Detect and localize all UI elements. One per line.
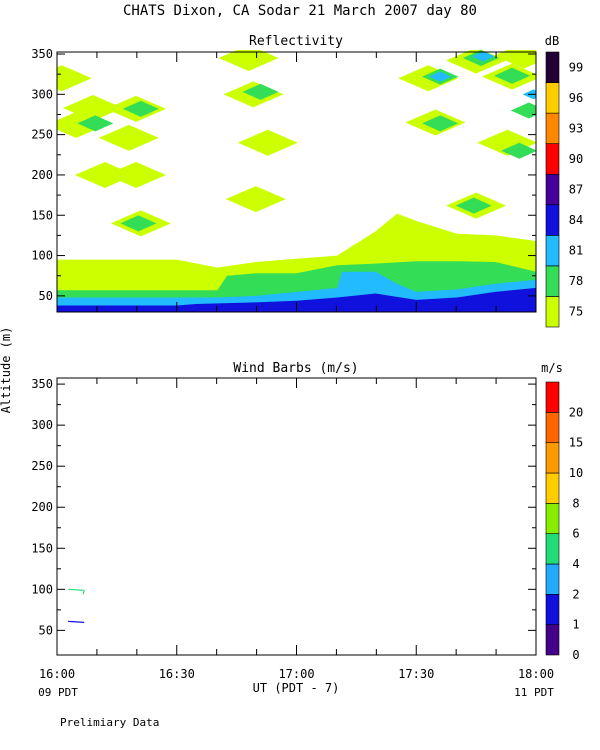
colorbar-label: 90 [569, 152, 583, 166]
y-tick-label: 250 [31, 128, 53, 142]
y-tick-label: 150 [31, 541, 53, 555]
x-local-time-right: 11 PDT [514, 686, 554, 699]
y-tick-label: 250 [31, 459, 53, 473]
reflectivity-cell-75db [494, 50, 536, 69]
footnote: Prelimiary Data [60, 716, 159, 729]
panel-title: Reflectivity [249, 34, 343, 49]
colorbar-swatch [545, 204, 560, 236]
reflectivity-cell-78db [501, 142, 536, 159]
colorbar-label: 78 [569, 274, 583, 288]
page-title: CHATS Dixon, CA Sodar 21 March 2007 day … [123, 3, 477, 19]
y-tick-label: 300 [31, 418, 53, 432]
reflectivity-cell-78db [455, 197, 492, 214]
reflectivity-cell-75db [218, 50, 279, 72]
y-axis-label: Altitude (m) [0, 327, 13, 414]
plot-area-reflectivity: Reflectivity 50 100 150 200 250 300 350 75 78 81 84… [31, 34, 583, 328]
wind-barb-flag [82, 590, 85, 595]
x-local-time-left: 09 PDT [38, 686, 78, 699]
reflectivity-cell-75db [106, 161, 167, 188]
panel-title: Wind Barbs (m/s) [233, 361, 358, 376]
x-axis-label: UT (PDT - 7) [253, 681, 340, 695]
colorbar-label: 8 [572, 496, 579, 510]
colorbar-unit: m/s [541, 361, 563, 375]
x-tick-label: 17:00 [278, 667, 314, 681]
reflectivity-cell-75db [74, 161, 135, 188]
colorbar-swatch [545, 112, 560, 144]
plot-frame [56, 377, 537, 656]
colorbar-swatch [545, 235, 560, 267]
reflectivity-cell-78db [510, 102, 536, 119]
colorbar-label: 1 [572, 618, 579, 632]
y-tick-label: 100 [31, 249, 53, 263]
colorbar-label: 96 [569, 91, 583, 105]
y-tick-label: 200 [31, 168, 53, 182]
reflectivity-cell-78db [494, 67, 531, 84]
colorbar-label: 20 [569, 405, 583, 419]
y-tick-label: 350 [31, 47, 53, 61]
reflectivity-cell-78db [77, 115, 114, 132]
colorbar-swatch [545, 173, 560, 206]
plot-area-wind: Wind Barbs (m/s)5010015020025030035016:0… [31, 361, 583, 681]
colorbar-label: 2 [572, 587, 579, 601]
reflectivity-cell-78db [120, 215, 157, 232]
colorbar-swatch [545, 503, 560, 534]
colorbar-label: 0 [572, 648, 579, 662]
colorbar-label: 10 [569, 466, 583, 480]
y-tick-label: 350 [31, 377, 53, 391]
plot-content [68, 588, 85, 623]
colorbar-unit: dB [545, 34, 559, 48]
y-tick-label: 50 [39, 623, 53, 637]
colorbar-swatch [545, 442, 560, 474]
colorbar-swatch [545, 82, 560, 114]
y-tick-label: 100 [31, 582, 53, 596]
reflectivity-cell-75db [98, 124, 159, 151]
wind-barb-shaft [68, 620, 85, 623]
plot-content [57, 50, 536, 312]
colorbar-label: 84 [569, 213, 583, 227]
colorbar-swatch [545, 624, 560, 656]
colorbar-swatch [545, 412, 560, 443]
colorbar-label: 99 [569, 60, 583, 74]
y-tick-label: 150 [31, 208, 53, 222]
reflectivity-cell-78db [422, 115, 459, 132]
reflectivity-cell-75db [57, 65, 92, 92]
colorbar-swatch [545, 472, 560, 504]
colorbar: 0 1 2 4 6 8 10 15 20 m/s [541, 361, 583, 662]
reflectivity-cell-81db [429, 71, 452, 82]
colorbar-label: 75 [569, 305, 583, 319]
colorbar-swatch [545, 296, 560, 328]
colorbar-label: 81 [569, 244, 583, 258]
colorbar-swatch [545, 381, 560, 413]
y-tick-label: 200 [31, 500, 53, 514]
colorbar-swatch [545, 51, 560, 83]
colorbar-swatch [545, 533, 560, 565]
y-tick-label: 50 [39, 289, 53, 303]
wind-barb-shaft [68, 588, 85, 591]
x-tick-label: 18:00 [518, 667, 554, 681]
reflectivity-cell-75db [225, 186, 286, 213]
colorbar-label: 93 [569, 121, 583, 135]
x-tick-label: 17:30 [398, 667, 434, 681]
colorbar-swatch [545, 265, 560, 297]
colorbar-label: 4 [572, 557, 579, 571]
colorbar-swatch [545, 594, 560, 625]
y-tick-label: 300 [31, 87, 53, 101]
colorbar-label: 15 [569, 436, 583, 450]
reflectivity-cell-81db [472, 51, 495, 62]
colorbar-label: 87 [569, 183, 583, 197]
reflectivity-cell-78db [242, 83, 279, 100]
x-tick-label: 16:00 [39, 667, 75, 681]
reflectivity-cell-78db [122, 100, 159, 117]
reflectivity-cell-75db [237, 129, 298, 156]
colorbar-swatch [545, 143, 560, 175]
x-tick-label: 16:30 [159, 667, 195, 681]
colorbar-swatch [545, 563, 560, 595]
colorbar-label: 6 [572, 527, 579, 541]
colorbar: 75 78 81 84 87 90 93 96 99 dB [545, 34, 583, 328]
